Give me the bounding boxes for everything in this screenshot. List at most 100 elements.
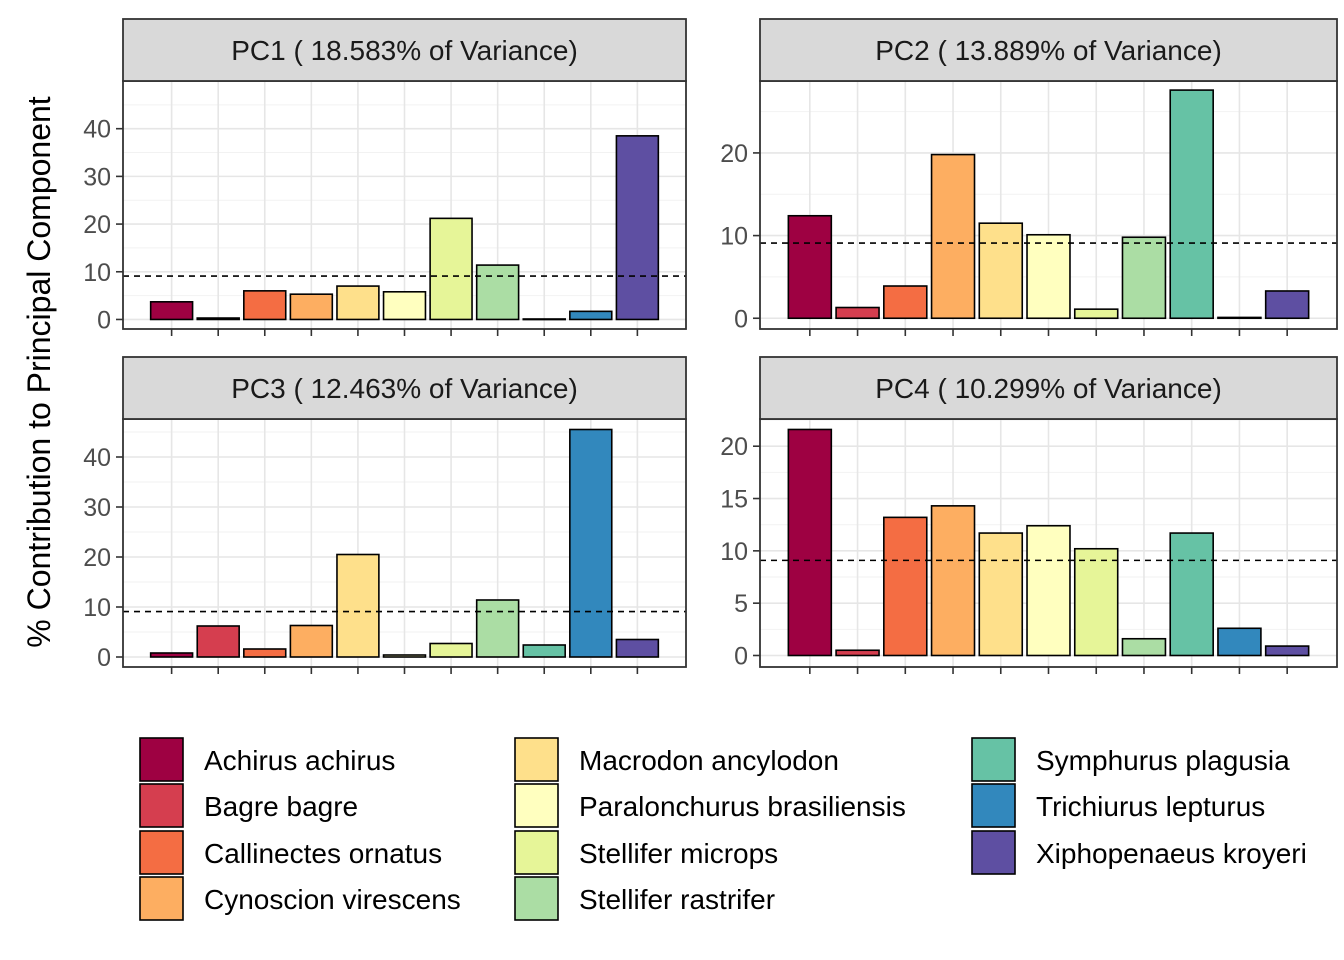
bar-5 bbox=[978, 532, 1024, 657]
panel-3: PC3 ( 12.463% of Variance) 0 10 20 30 40 bbox=[83, 356, 687, 674]
bar-11 bbox=[1264, 645, 1310, 657]
bar-6 bbox=[382, 290, 427, 321]
legend-item: Bagre bagre bbox=[139, 783, 358, 828]
legend-swatch bbox=[139, 783, 184, 828]
legend-item: Cynoscion virescens bbox=[139, 876, 461, 921]
bar-5 bbox=[336, 553, 380, 658]
legend-swatch bbox=[514, 737, 559, 782]
y-tick-label: 30 bbox=[83, 494, 111, 522]
bar-3 bbox=[883, 285, 928, 320]
bar-2 bbox=[835, 306, 880, 320]
panels: PC1 ( 18.583% of Variance) 0 10 20 30 40 PC2 (… bbox=[83, 18, 1338, 674]
legend-swatch bbox=[139, 830, 184, 875]
legend-swatch bbox=[139, 876, 184, 921]
panel-title: PC4 ( 10.299% of Variance) bbox=[875, 373, 1222, 404]
bar-3 bbox=[883, 516, 928, 657]
legend-label: Achirus achirus bbox=[204, 745, 395, 776]
legend-swatch bbox=[971, 737, 1016, 782]
bar-9 bbox=[1169, 89, 1214, 320]
strip-background bbox=[122, 356, 687, 420]
bar-1 bbox=[787, 214, 833, 320]
legend-label: Trichiurus lepturus bbox=[1036, 791, 1265, 822]
legend-label: Bagre bagre bbox=[204, 791, 358, 822]
bar-6 bbox=[382, 654, 427, 658]
y-tick-label: 20 bbox=[83, 544, 111, 572]
bar-5 bbox=[336, 285, 380, 321]
panel-1: PC1 ( 18.583% of Variance) 0 10 20 30 40 bbox=[83, 18, 687, 336]
legend-label: Stellifer rastrifer bbox=[579, 884, 775, 915]
bar-9 bbox=[1169, 532, 1214, 657]
y-tick-label: 0 bbox=[734, 305, 748, 333]
legend-label: Xiphopenaeus kroyeri bbox=[1036, 838, 1307, 869]
bar-4 bbox=[289, 293, 334, 321]
y-tick-label: 20 bbox=[720, 433, 748, 461]
bar-10 bbox=[1217, 316, 1262, 320]
legend-item: Callinectes ornatus bbox=[139, 830, 442, 875]
legend-swatch bbox=[514, 783, 559, 828]
legend-label: Callinectes ornatus bbox=[204, 838, 442, 869]
bar-8 bbox=[1121, 236, 1167, 320]
bar-3 bbox=[243, 290, 287, 321]
panel-2: PC2 ( 13.889% of Variance) 0 10 20 bbox=[720, 18, 1338, 336]
y-axis-label: % Contribution to Principal Component bbox=[21, 96, 57, 648]
bar-1 bbox=[787, 428, 833, 657]
legend-label: Symphurus plagusia bbox=[1036, 745, 1290, 776]
bar-2 bbox=[835, 649, 880, 657]
bar-1 bbox=[149, 652, 194, 658]
y-tick-label: 10 bbox=[720, 538, 748, 566]
strip-background bbox=[759, 18, 1338, 82]
bar-10 bbox=[569, 310, 613, 321]
bar-4 bbox=[930, 153, 976, 320]
bar-4 bbox=[930, 505, 976, 657]
legend-item: Stellifer microps bbox=[514, 830, 778, 875]
bar-10 bbox=[569, 428, 613, 658]
bar-2 bbox=[196, 625, 240, 658]
bar-9 bbox=[522, 318, 566, 321]
y-tick-label: 20 bbox=[83, 211, 111, 239]
bar-6 bbox=[1026, 524, 1071, 657]
y-tick-label: 30 bbox=[83, 163, 111, 191]
bar-7 bbox=[429, 642, 473, 658]
y-tick-label: 0 bbox=[97, 644, 111, 672]
bar-8 bbox=[475, 264, 520, 321]
panel-4: PC4 ( 10.299% of Variance) 0 5 10 15 20 bbox=[720, 356, 1338, 674]
legend-item: Trichiurus lepturus bbox=[971, 783, 1265, 828]
legend: Achirus achirus Bagre bagre Callinectes or… bbox=[139, 737, 1307, 921]
legend-item: Macrodon ancylodon bbox=[514, 737, 839, 782]
y-tick-label: 0 bbox=[97, 306, 111, 334]
legend-swatch bbox=[514, 830, 559, 875]
legend-item: Stellifer rastrifer bbox=[514, 876, 775, 921]
panel-title: PC3 ( 12.463% of Variance) bbox=[231, 373, 578, 404]
bar-3 bbox=[243, 648, 287, 658]
y-tick-label: 0 bbox=[734, 642, 748, 670]
legend-item: Symphurus plagusia bbox=[971, 737, 1290, 782]
bar-11 bbox=[615, 135, 660, 321]
y-tick-label: 10 bbox=[720, 223, 748, 251]
strip-background bbox=[759, 356, 1338, 420]
bar-8 bbox=[475, 599, 520, 658]
bar-6 bbox=[1026, 233, 1071, 320]
y-tick-label: 20 bbox=[720, 140, 748, 168]
legend-item: Xiphopenaeus kroyeri bbox=[971, 830, 1307, 875]
bar-1 bbox=[149, 301, 194, 321]
bar-7 bbox=[1073, 547, 1119, 657]
y-tick-label: 40 bbox=[83, 444, 111, 472]
legend-item: Achirus achirus bbox=[139, 737, 395, 782]
panel-title: PC2 ( 13.889% of Variance) bbox=[875, 35, 1222, 66]
bar-10 bbox=[1217, 627, 1262, 657]
y-tick-label: 15 bbox=[720, 486, 748, 514]
legend-swatch bbox=[971, 783, 1016, 828]
bar-7 bbox=[1073, 308, 1119, 320]
legend-label: Macrodon ancylodon bbox=[579, 745, 839, 776]
legend-swatch bbox=[139, 737, 184, 782]
bar-4 bbox=[289, 624, 334, 658]
y-tick-label: 5 bbox=[734, 590, 748, 618]
bar-11 bbox=[615, 638, 660, 658]
bar-8 bbox=[1121, 637, 1167, 657]
panel-title: PC1 ( 18.583% of Variance) bbox=[231, 35, 578, 66]
bar-7 bbox=[429, 217, 473, 321]
legend-swatch bbox=[971, 830, 1016, 875]
bar-11 bbox=[1264, 290, 1310, 320]
legend-swatch bbox=[514, 876, 559, 921]
